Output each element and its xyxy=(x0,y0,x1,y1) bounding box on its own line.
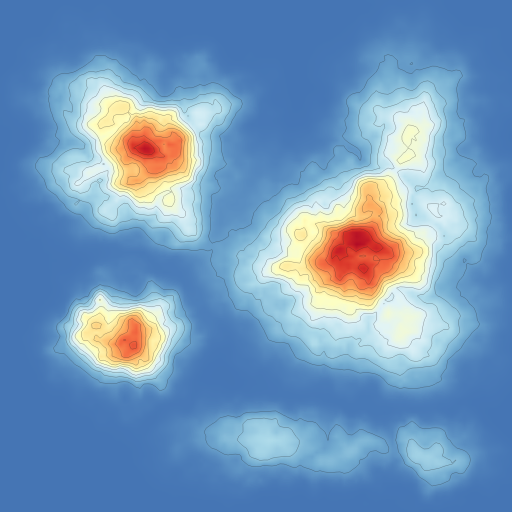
heatmap-view xyxy=(0,0,512,512)
heatmap-canvas xyxy=(0,0,512,512)
